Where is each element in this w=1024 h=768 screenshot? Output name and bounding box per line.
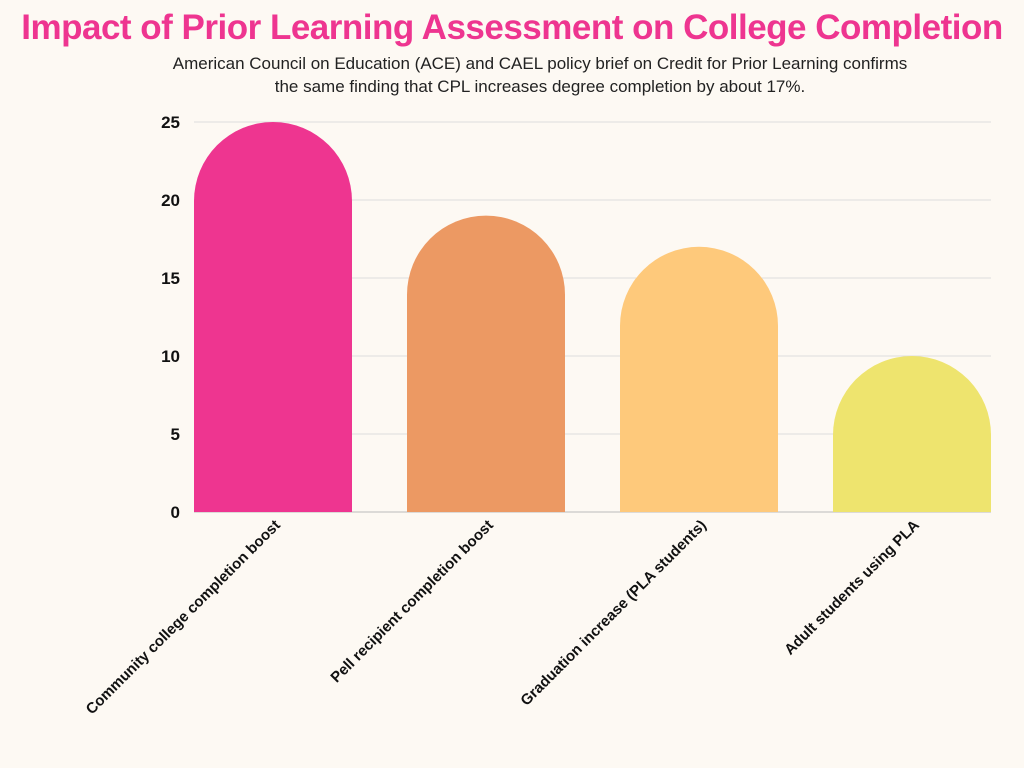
bar	[407, 215, 565, 512]
y-tick-label: 5	[171, 425, 180, 444]
x-tick-label: Adult students using PLA	[781, 517, 923, 659]
bar	[194, 122, 352, 513]
bar	[833, 356, 991, 512]
subtitle-line-2: the same finding that CPL increases degr…	[274, 77, 806, 96]
chart-subtitle: American Council on Education (ACE) and …	[100, 52, 980, 98]
x-tick-label: Pell recipient completion boost	[327, 517, 496, 686]
subtitle-line-1: American Council on Education (ACE) and …	[172, 54, 908, 73]
y-tick-label: 15	[161, 269, 180, 288]
x-tick-label: Graduation increase (PLA students)	[517, 517, 710, 710]
y-tick-label: 0	[171, 503, 180, 522]
y-tick-label: 20	[161, 191, 180, 210]
y-tick-label: 25	[161, 113, 180, 132]
x-tick-label: Community college completion boost	[83, 517, 284, 718]
chart-title: Impact of Prior Learning Assessment on C…	[21, 8, 1003, 47]
bar	[620, 246, 778, 513]
y-tick-label: 10	[161, 347, 180, 366]
